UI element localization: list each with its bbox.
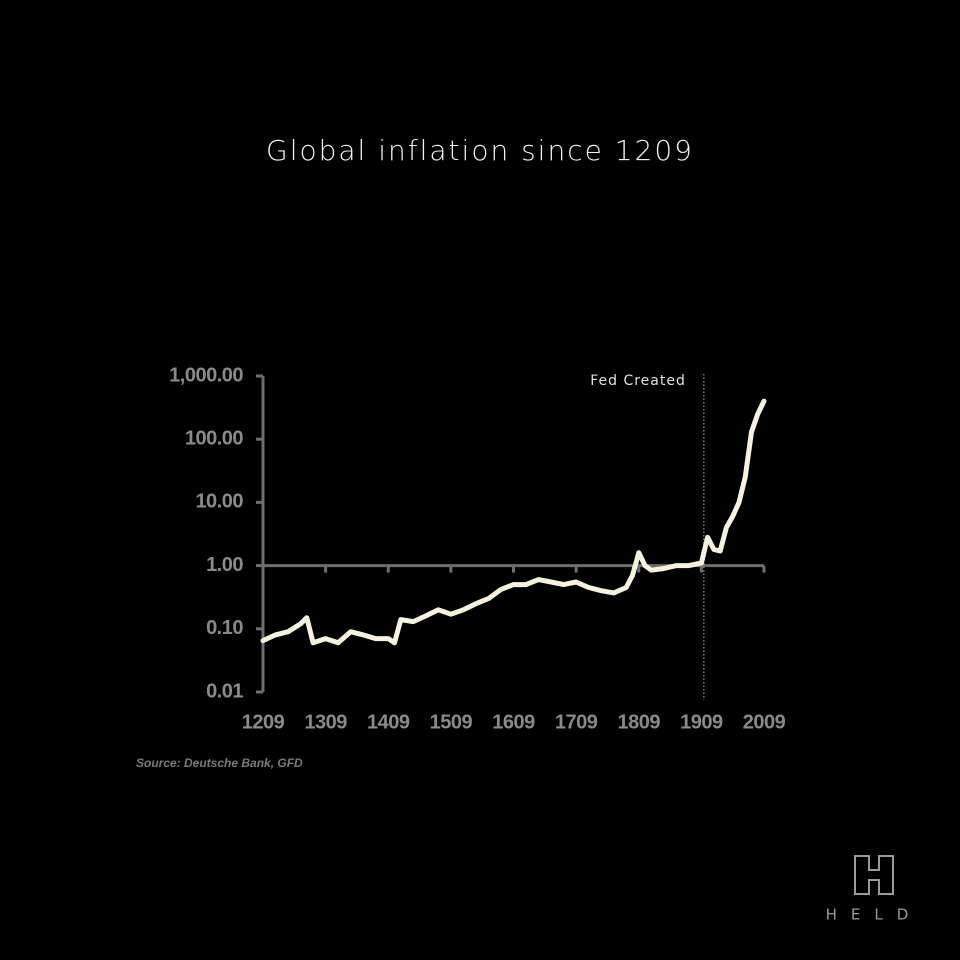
x-tick-label: 1609 xyxy=(492,711,535,733)
logo-icon xyxy=(854,855,894,895)
y-tick-label: 1,000.00 xyxy=(169,364,243,386)
x-tick-label: 1709 xyxy=(555,711,598,733)
y-tick-label: 0.10 xyxy=(206,617,243,639)
x-tick-label: 1309 xyxy=(304,711,347,733)
y-tick-label: 0.01 xyxy=(206,680,243,702)
x-tick-label: 1509 xyxy=(430,711,473,733)
chart-title: Global inflation since 1209 xyxy=(266,134,694,167)
logo-text: HELD xyxy=(826,906,923,924)
logo xyxy=(854,855,894,895)
annotation-label: Fed Created xyxy=(590,373,686,389)
x-tick-label: 1809 xyxy=(618,711,661,733)
data-line xyxy=(260,398,767,646)
x-tick-label: 1209 xyxy=(242,711,285,733)
y-tick-label: 100.00 xyxy=(185,427,244,449)
x-tick-label: 1409 xyxy=(367,711,410,733)
y-tick-label: 10.00 xyxy=(195,491,243,513)
y-tick-label: 1.00 xyxy=(206,554,243,576)
x-tick-label: 1909 xyxy=(680,711,723,733)
x-tick-label: 2009 xyxy=(743,711,786,733)
source-note: Source: Deutsche Bank, GFD xyxy=(136,756,303,770)
